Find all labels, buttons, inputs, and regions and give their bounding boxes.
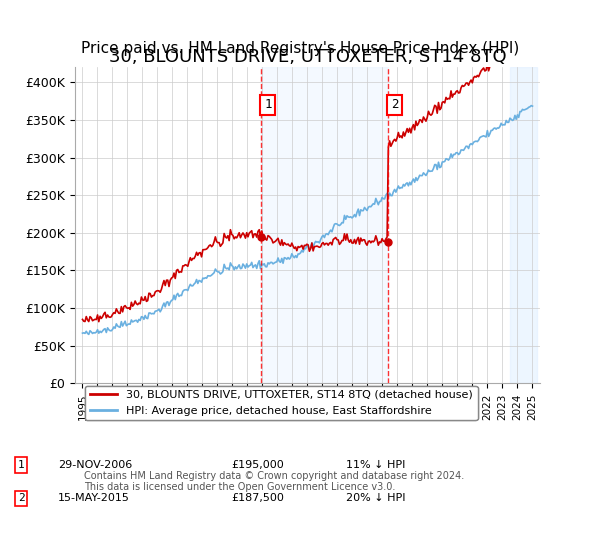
Text: £195,000: £195,000	[231, 460, 284, 470]
Text: Contains HM Land Registry data © Crown copyright and database right 2024.
This d: Contains HM Land Registry data © Crown c…	[84, 471, 464, 492]
Text: 1: 1	[264, 99, 272, 111]
Text: 15-MAY-2015: 15-MAY-2015	[58, 493, 130, 503]
Text: 2: 2	[391, 99, 398, 111]
Text: 11% ↓ HPI: 11% ↓ HPI	[346, 460, 406, 470]
Text: 2: 2	[18, 493, 25, 503]
Text: 1: 1	[18, 460, 25, 470]
Legend: 30, BLOUNTS DRIVE, UTTOXETER, ST14 8TQ (detached house), HPI: Average price, det: 30, BLOUNTS DRIVE, UTTOXETER, ST14 8TQ (…	[85, 385, 478, 420]
Bar	[261, 67, 388, 384]
Bar	[510, 67, 537, 384]
Text: Price paid vs. HM Land Registry's House Price Index (HPI): Price paid vs. HM Land Registry's House …	[81, 41, 519, 56]
Text: £187,500: £187,500	[231, 493, 284, 503]
Title: 30, BLOUNTS DRIVE, UTTOXETER, ST14 8TQ: 30, BLOUNTS DRIVE, UTTOXETER, ST14 8TQ	[109, 48, 506, 66]
Text: 29-NOV-2006: 29-NOV-2006	[58, 460, 133, 470]
Text: 20% ↓ HPI: 20% ↓ HPI	[346, 493, 406, 503]
